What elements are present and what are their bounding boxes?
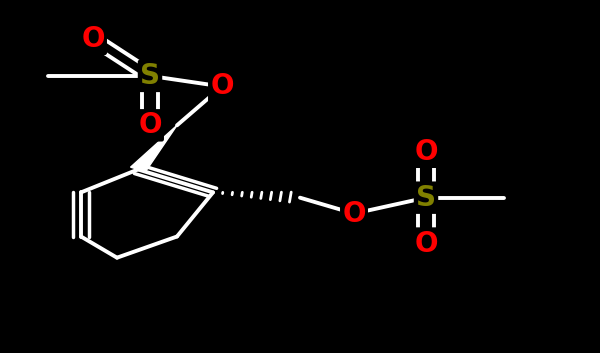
Text: O: O <box>81 25 105 53</box>
Text: O: O <box>210 72 234 101</box>
Text: S: S <box>140 62 160 90</box>
Text: S: S <box>416 184 436 212</box>
Text: O: O <box>414 229 438 258</box>
Text: O: O <box>138 111 162 139</box>
Text: O: O <box>342 199 366 228</box>
Polygon shape <box>131 125 177 172</box>
Text: O: O <box>414 138 438 166</box>
